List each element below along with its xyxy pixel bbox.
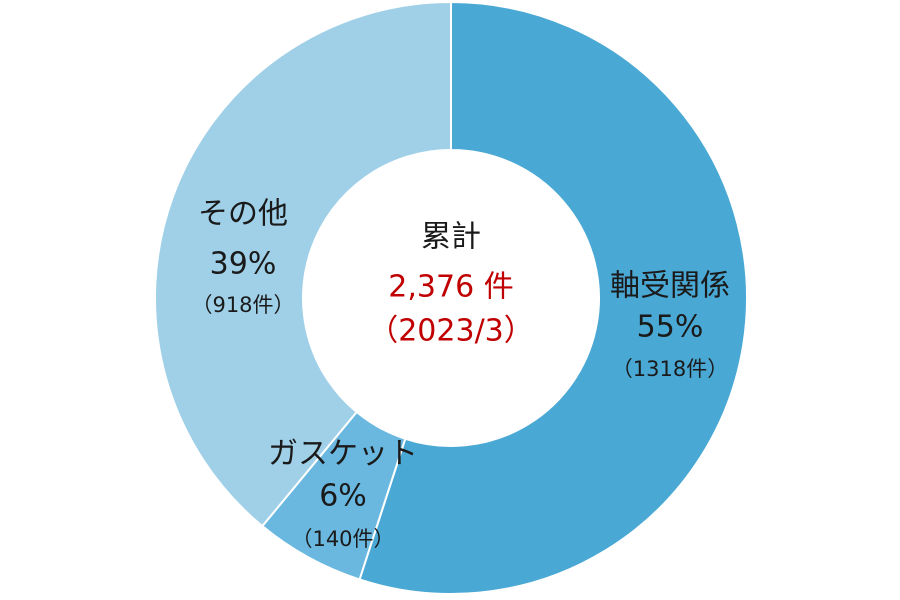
slice bbox=[154, 0, 452, 528]
count-label: （140件） bbox=[291, 527, 394, 551]
category-label: その他 bbox=[198, 197, 288, 232]
category-label: 軸受関係 bbox=[610, 269, 730, 304]
slices bbox=[154, 0, 748, 595]
value-label: 55% bbox=[637, 310, 704, 345]
category-label: ガスケット bbox=[268, 437, 418, 472]
date-label: （2023/3） bbox=[368, 314, 534, 349]
count-label: （1318件） bbox=[612, 357, 728, 381]
value-label: 6% bbox=[319, 479, 367, 514]
value-label: 39% bbox=[210, 247, 277, 282]
count-label: （918件） bbox=[191, 293, 294, 317]
total-label: 2,376 件 bbox=[388, 270, 513, 305]
center-label: 累計 bbox=[421, 220, 481, 255]
slice bbox=[358, 0, 748, 595]
